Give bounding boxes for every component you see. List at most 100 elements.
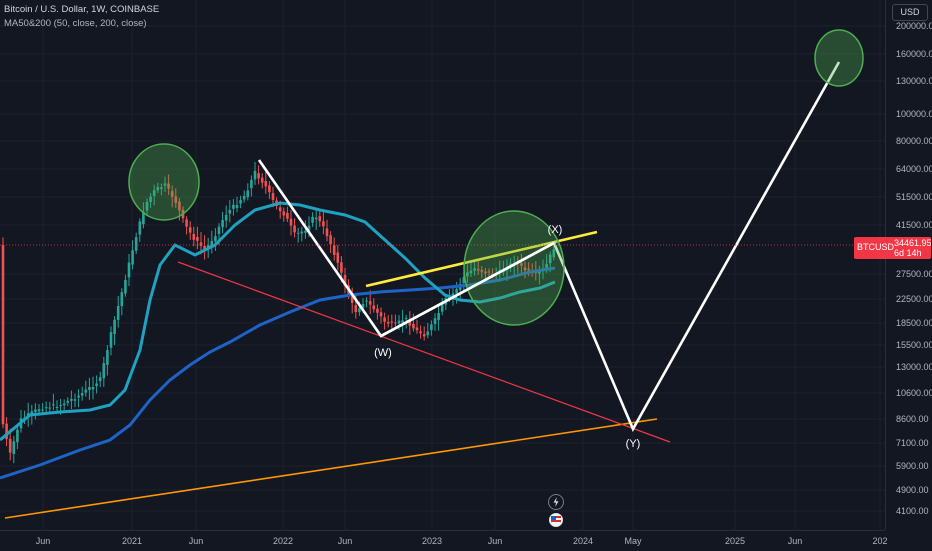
time-tick: 2022 (272, 536, 294, 546)
candle-body (95, 383, 98, 386)
chart-canvas[interactable] (0, 0, 885, 530)
candle-body (548, 254, 552, 264)
candle-body (199, 242, 203, 246)
candle-body (271, 193, 275, 201)
candle-body (44, 407, 48, 409)
price-tick: 13000.00 (896, 362, 932, 372)
candle-body (322, 221, 325, 227)
candle-body (30, 411, 34, 414)
bar-countdown: 6d 14h (894, 248, 922, 258)
last-price-value: 34461.95 (894, 238, 932, 248)
indicator-title[interactable]: MA50&200 (50, close, 200, close) (4, 18, 147, 29)
price-tick: 41500.00 (896, 220, 932, 230)
candle-body (379, 312, 383, 317)
highlight-circle-2023[interactable] (463, 210, 565, 326)
price-tick: 80000.00 (896, 136, 932, 146)
wave-label-x: (X) (547, 224, 563, 236)
candle-body (527, 268, 530, 271)
candle-body (253, 170, 257, 180)
candle-body (383, 317, 386, 322)
candle-body (116, 305, 120, 320)
price-axis[interactable]: USD 200000.00 160000.00 130000.00 100000.00… (885, 0, 932, 530)
candle-body (106, 350, 109, 365)
price-tick: 10600.00 (896, 388, 932, 398)
time-axis[interactable]: Jun 2021 Jun 2022 Jun 2023 Jun 2024 May 2025 Jun 20… (0, 530, 888, 551)
candle-body (142, 211, 145, 225)
candle-body (368, 301, 372, 305)
candle-body (361, 303, 365, 308)
wave-label-w: (W) (374, 347, 392, 359)
candle-body (293, 225, 296, 233)
price-tick: 5900.00 (896, 461, 929, 471)
candle-body (149, 196, 152, 202)
candle-body (552, 249, 556, 258)
price-tick: 64000.00 (896, 164, 932, 174)
candle-body (268, 185, 271, 193)
candle-body (16, 429, 19, 443)
candle-body (469, 270, 473, 274)
candle-body (534, 272, 538, 274)
candle-body (88, 387, 91, 390)
candle-body (152, 190, 156, 196)
candle-body (210, 240, 214, 247)
time-tick: 2021 (121, 536, 143, 546)
candle-body (408, 320, 412, 326)
candle-body (8, 438, 12, 453)
symbol-title[interactable]: Bitcoin / U.S. Dollar, 1W, COINBASE (4, 4, 160, 15)
candle-body (264, 181, 268, 187)
candle-body (55, 406, 59, 408)
candle-body (523, 267, 527, 271)
last-price-tag: BTCUSD 34461.95 6d 14h (854, 237, 932, 259)
candle-body (203, 245, 206, 250)
price-tick: 51500.00 (896, 192, 932, 202)
candle-body (329, 235, 332, 245)
candle-body (412, 323, 415, 329)
candle-body (80, 393, 84, 396)
candle-body (250, 179, 253, 189)
candle-body (109, 332, 113, 348)
lightning-icon[interactable] (548, 494, 564, 510)
price-tick: 27500.00 (896, 269, 932, 279)
chart-pane[interactable]: Bitcoin / U.S. Dollar, 1W, COINBASE MA50… (0, 0, 885, 530)
candle-body (466, 272, 469, 277)
candle-body (192, 234, 196, 240)
candle-body (239, 200, 242, 204)
earnings-flag-icon[interactable] (549, 513, 563, 527)
candle-body (318, 216, 322, 222)
candle-body (34, 409, 37, 412)
candle-body (311, 216, 314, 223)
candle-body (484, 271, 487, 274)
candle-body (73, 399, 77, 401)
candle-body (487, 271, 491, 273)
candle-body (228, 209, 232, 214)
candle-body (224, 214, 228, 221)
candle-body (394, 322, 397, 324)
highlight-circle-2021-top[interactable] (128, 143, 200, 221)
candle-body (48, 407, 52, 409)
highlight-circle-target[interactable] (814, 29, 864, 87)
candle-body (188, 227, 192, 233)
candle-body (127, 262, 131, 278)
currency-button[interactable]: USD (892, 4, 928, 21)
candle-body (37, 409, 41, 412)
candle-body (307, 225, 311, 231)
candle-body (1, 244, 5, 425)
candle-body (350, 293, 354, 304)
time-tick: May (624, 536, 642, 546)
time-tick: Jun (487, 536, 503, 546)
price-tick: 160000.00 (896, 49, 932, 59)
red-trendline[interactable] (177, 261, 671, 443)
candle-body (300, 231, 304, 234)
candle-body (372, 305, 376, 310)
candle-body (354, 305, 358, 313)
candle-body (185, 219, 188, 227)
candle-body (102, 363, 106, 379)
candle-body (120, 292, 124, 307)
price-tick: 100000.00 (896, 109, 932, 119)
time-tick: 2023 (421, 536, 443, 546)
candle-body (113, 319, 116, 334)
candle-body (84, 389, 88, 393)
candle-body (433, 318, 437, 325)
candle-body (163, 183, 167, 186)
orange-trendline[interactable] (4, 418, 658, 519)
